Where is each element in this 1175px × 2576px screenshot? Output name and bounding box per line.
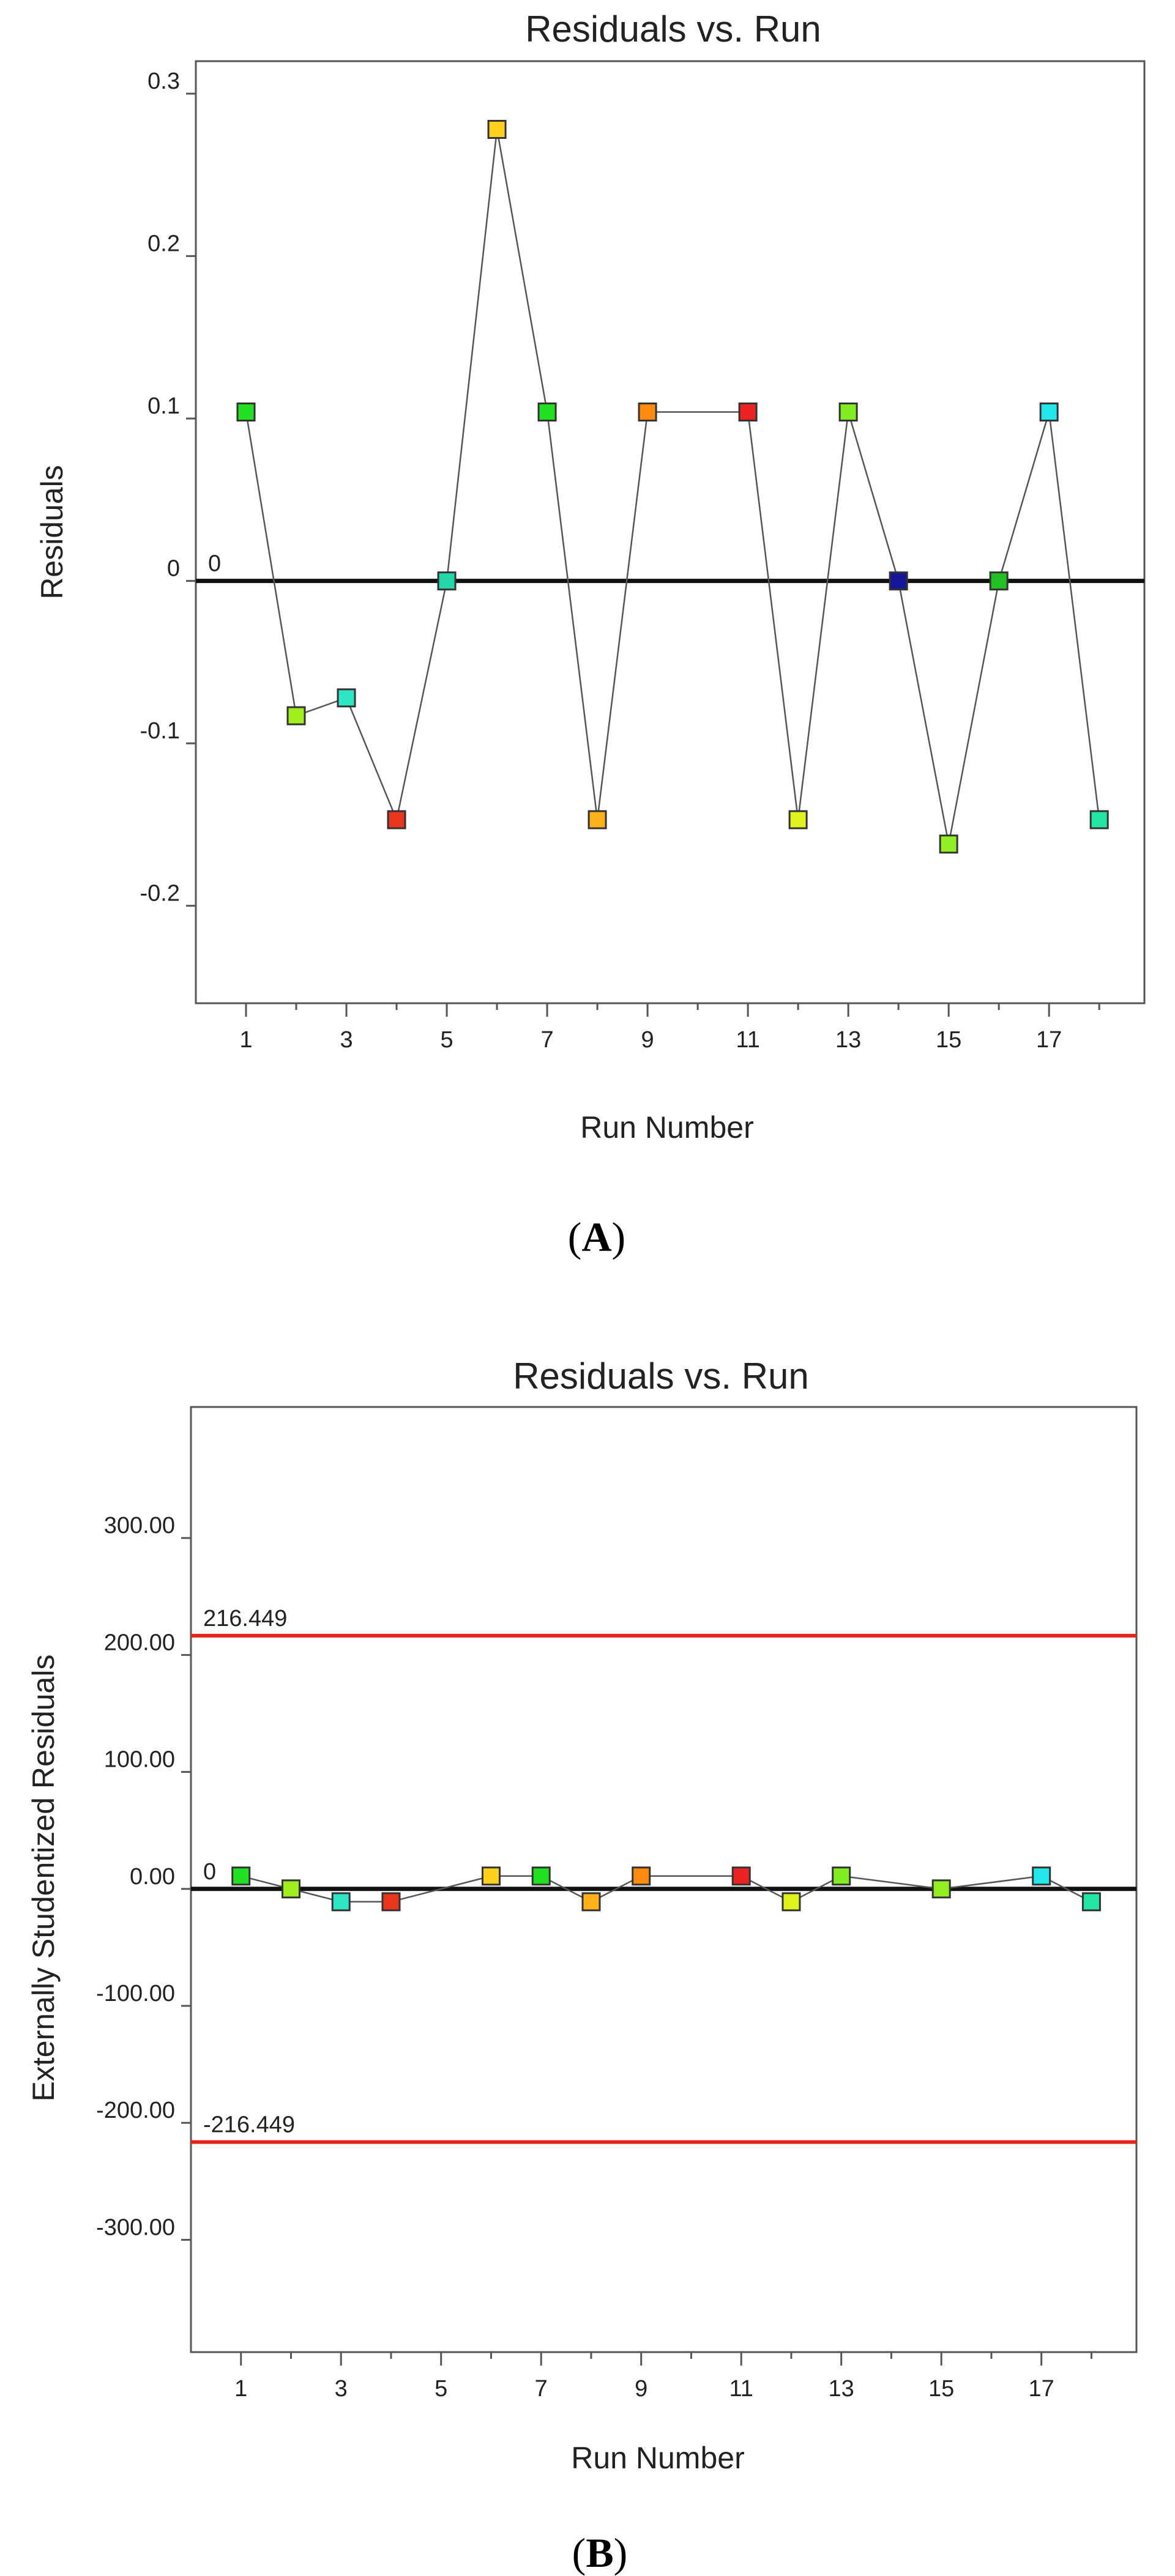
chart-a-x-tick-label: 15	[936, 1027, 961, 1053]
chart-b-data-point[interactable]	[832, 1866, 851, 1886]
chart-a-x-axis-label: Run Number	[580, 1110, 753, 1145]
chart-a-panel-letter: A	[581, 1214, 611, 1260]
chart-a-plot-frame	[195, 60, 1146, 1004]
chart-b-x-tick-label: 5	[435, 2376, 447, 2402]
chart-a-y-tick-label: -0.2	[140, 881, 180, 907]
chart-a-data-point[interactable]	[537, 403, 557, 422]
chart-b-x-tick-label: 13	[829, 2376, 854, 2402]
chart-a-data-point[interactable]	[939, 834, 958, 854]
chart-b-data-point[interactable]	[331, 1892, 351, 1912]
chart-b-x-tick-label: 15	[928, 2376, 954, 2402]
chart-a-data-point[interactable]	[1089, 810, 1109, 830]
chart-a-x-tick-label: 11	[736, 1027, 759, 1053]
chart-b-title: Residuals vs. Run	[513, 1356, 809, 1397]
chart-b-data-point[interactable]	[281, 1879, 300, 1899]
chart-b-y-tick-label: 100.00	[104, 1747, 175, 1773]
chart-a-data-point[interactable]	[337, 688, 356, 708]
chart-b-reference-line-label: -216.449	[203, 2112, 295, 2138]
chart-b-reference-line-label: 0	[203, 1859, 216, 1885]
chart-a-data-point[interactable]	[1039, 403, 1059, 422]
chart-a-data-point[interactable]	[788, 810, 808, 830]
chart-a-data-point[interactable]	[487, 120, 507, 139]
chart-a-x-tick-label: 13	[835, 1027, 861, 1053]
chart-a-data-point[interactable]	[738, 403, 758, 422]
chart-a-data-point[interactable]	[638, 403, 657, 422]
chart-a-data-point[interactable]	[437, 571, 457, 591]
chart-a-data-point[interactable]	[236, 403, 256, 422]
chart-b-x-tick-label: 9	[635, 2376, 647, 2402]
chart-b-y-tick-label: -100.00	[96, 1981, 175, 2006]
chart-a-y-axis-label: Residuals	[35, 465, 69, 599]
chart-b: Residuals vs. Run -300.00 -200.00 -100.00 0…	[26, 1356, 1138, 2576]
chart-a-data-point[interactable]	[588, 810, 607, 830]
chart-a-y-tick-label: 0.2	[147, 231, 180, 257]
chart-b-x-axis-label: Run Number	[571, 2441, 744, 2475]
chart-b-data-point[interactable]	[931, 1879, 951, 1899]
chart-a-x-tick-label: 7	[541, 1027, 554, 1053]
chart-a-data-point[interactable]	[286, 706, 306, 726]
chart-b-data-point[interactable]	[381, 1892, 401, 1912]
chart-b-data-point[interactable]	[1081, 1892, 1101, 1912]
chart-b-x-tick-label: 17	[1029, 2376, 1054, 2402]
chart-a-x-tick-label: 17	[1036, 1027, 1062, 1053]
chart-b-data-point[interactable]	[731, 1866, 751, 1886]
chart-b-y-tick-label: 300.00	[104, 1513, 175, 1539]
chart-a-x-tick-label: 9	[641, 1027, 654, 1053]
chart-b-y-tick-label: -200.00	[96, 2098, 175, 2123]
chart-a-y-tick-label: -0.1	[140, 718, 180, 744]
chart-a-y-tick-label: 0.3	[147, 69, 180, 94]
chart-b-data-point[interactable]	[581, 1892, 601, 1912]
chart-b-data-point[interactable]	[481, 1866, 501, 1886]
chart-b-panel-label: (B)	[572, 2530, 628, 2576]
chart-a-reference-line-label: 0	[208, 551, 221, 577]
chart-b-y-tick-label: -300.00	[96, 2214, 175, 2240]
chart-a-x-tick-label: 3	[340, 1027, 352, 1053]
chart-b-x-tick-label: 1	[234, 2376, 247, 2402]
chart-b-data-point[interactable]	[781, 1892, 801, 1912]
chart-b-data-point[interactable]	[531, 1866, 551, 1886]
chart-a-series-line	[245, 129, 1100, 845]
chart-a-y-tick-label: 0	[167, 556, 180, 582]
chart-b-plot-frame	[190, 1406, 1138, 2353]
chart-b-reference-line-label: 216.449	[203, 1606, 287, 1631]
chart-a-panel-label: (A)	[568, 1214, 625, 1260]
chart-b-data-point[interactable]	[1032, 1866, 1051, 1886]
chart-a-data-point[interactable]	[387, 810, 406, 830]
chart-a-data-point[interactable]	[838, 403, 858, 422]
chart-a-title: Residuals vs. Run	[525, 9, 821, 50]
chart-b-data-point[interactable]	[632, 1866, 651, 1886]
chart-a-data-point[interactable]	[889, 571, 908, 591]
chart-b-x-tick-label: 3	[335, 2376, 348, 2402]
chart-a-y-tick-label: 0.1	[147, 393, 180, 419]
chart-b-x-tick-label: 11	[729, 2376, 753, 2402]
chart-b-x-tick-label: 7	[535, 2376, 548, 2402]
chart-a-x-tick-label: 1	[239, 1027, 252, 1053]
chart-b-y-tick-label: 0.00	[130, 1864, 175, 1890]
chart-a-x-tick-label: 5	[440, 1027, 453, 1053]
chart-a-data-point[interactable]	[989, 571, 1009, 591]
chart-b-data-point[interactable]	[231, 1866, 251, 1886]
chart-b-y-tick-label: 200.00	[104, 1630, 175, 1655]
chart-b-panel-letter: B	[586, 2530, 613, 2576]
chart-b-y-axis-label: Externally Studentized Residuals	[26, 1655, 61, 2102]
